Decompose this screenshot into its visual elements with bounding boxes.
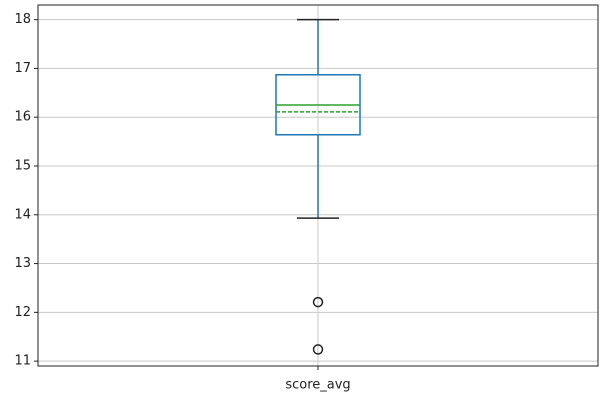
- plot-frame: [37, 4, 599, 367]
- y-tick-label: 11: [14, 354, 31, 369]
- y-tick-label: 16: [14, 110, 31, 125]
- x-tick-label: score_avg: [285, 378, 350, 393]
- y-tick-label: 17: [14, 61, 31, 76]
- y-tick-label: 14: [14, 207, 31, 222]
- outlier: [312, 344, 324, 355]
- outlier: [312, 296, 324, 308]
- y-tick-label: 15: [14, 158, 31, 173]
- y-tick-label: 12: [14, 305, 31, 320]
- y-tick-label: 13: [14, 256, 31, 271]
- y-tick-label: 18: [14, 12, 31, 27]
